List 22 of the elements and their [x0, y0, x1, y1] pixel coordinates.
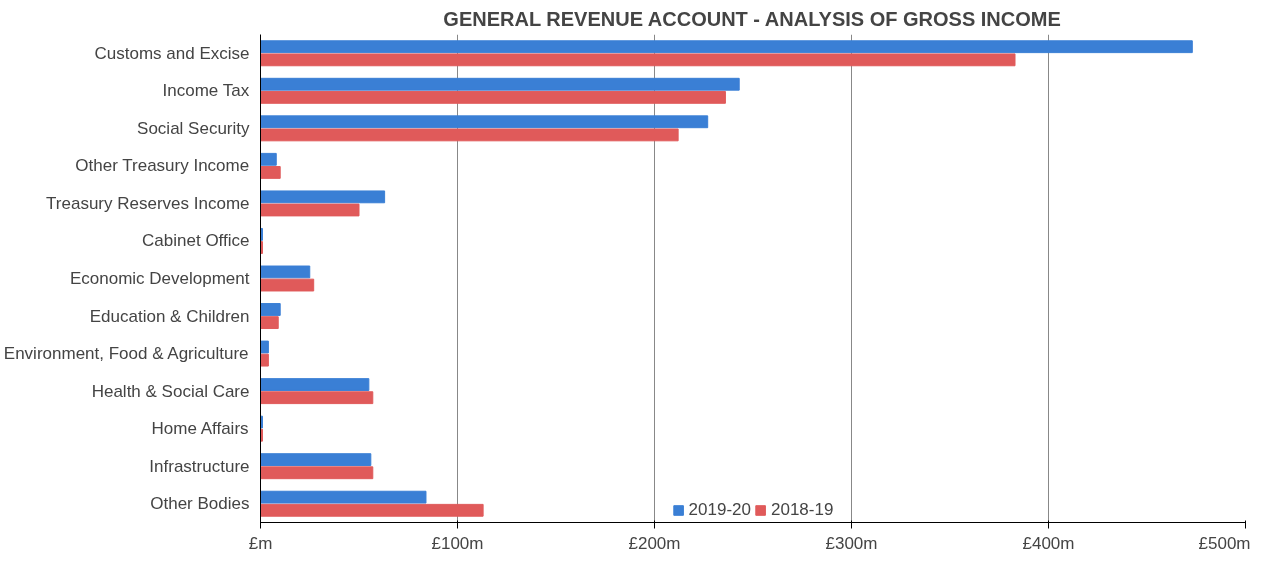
y-tick-label: Income Tax — [162, 81, 250, 101]
y-tick-label: Other Treasury Income — [75, 156, 250, 176]
x-tick-label: £300m — [825, 533, 878, 553]
y-tick-label: Infrastructure — [149, 456, 250, 476]
chart-title: GENERAL REVENUE ACCOUNT - ANALYSIS OF GROSS INCOME — [443, 7, 1061, 30]
y-tick-label: Social Security — [137, 118, 250, 138]
x-tick-label: £200m — [628, 533, 681, 553]
y-tick-label: Environment, Food & Agriculture — [3, 344, 249, 364]
y-tick-label: Economic Development — [69, 269, 250, 288]
x-tick-label: £m — [248, 533, 273, 553]
y-tick-label: Treasury Reserves Income — [46, 193, 250, 213]
y-tick-label: Cabinet Office — [142, 231, 250, 251]
y-tick-label: Health & Social Care — [91, 381, 250, 401]
y-tick-label: Home Affairs — [151, 419, 249, 439]
legend-label: 2019-20 — [688, 500, 751, 520]
y-tick-label: Other Bodies — [150, 494, 250, 514]
x-tick-label: £100m — [431, 533, 484, 553]
x-tick-label: £400m — [1022, 533, 1075, 553]
legend-label: 2018-19 — [771, 500, 834, 520]
y-tick-label: Education & Children — [89, 306, 250, 326]
x-tick-label: £500m — [1198, 533, 1251, 553]
y-tick-label: Customs and Excise — [94, 43, 250, 63]
